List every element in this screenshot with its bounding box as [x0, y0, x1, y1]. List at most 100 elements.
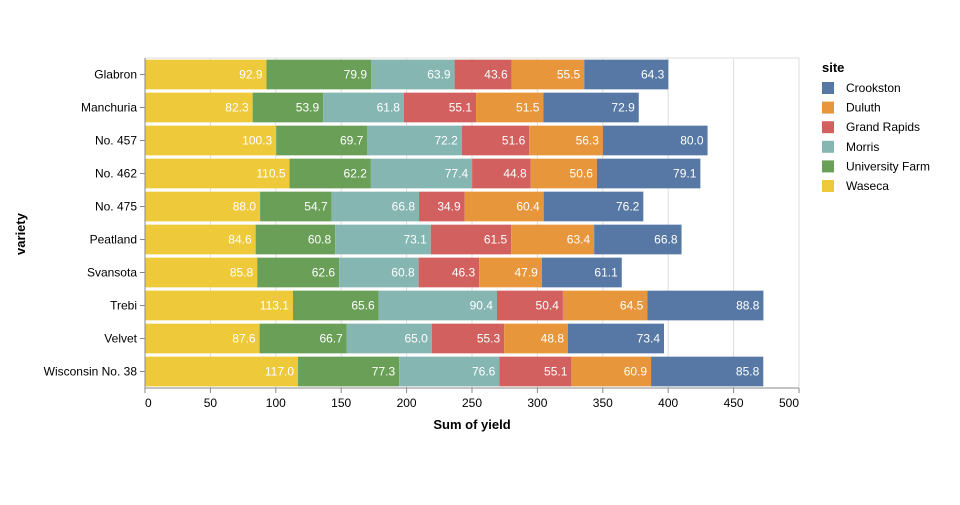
- bar-value-label: 76.2: [616, 200, 640, 214]
- bar-segment: [331, 191, 420, 222]
- y-tick-label: No. 475: [95, 200, 137, 214]
- x-tick-label: 350: [593, 396, 613, 410]
- bar-value-label: 113.1: [260, 299, 289, 313]
- legend-label: Waseca: [846, 179, 889, 193]
- bar-segment: [430, 224, 512, 255]
- bar-value-label: 66.8: [392, 200, 416, 214]
- bar-value-label: 55.1: [544, 365, 568, 379]
- x-tick-label: 300: [527, 396, 547, 410]
- bar-segment: [145, 191, 261, 222]
- bar-segment: [145, 290, 293, 321]
- bar-value-label: 60.4: [516, 200, 540, 214]
- x-tick-label: 100: [266, 396, 286, 410]
- bar-segment: [418, 257, 480, 288]
- bar-value-label: 61.8: [377, 101, 401, 115]
- y-tick-label: No. 462: [95, 167, 137, 181]
- bar-value-label: 110.5: [256, 167, 285, 181]
- bar-segment: [403, 92, 477, 123]
- bar-segment: [335, 224, 431, 255]
- bar-segment: [145, 323, 260, 354]
- bar-value-label: 88.8: [736, 299, 760, 313]
- x-tick-label: 450: [724, 396, 744, 410]
- legend-swatch: [822, 180, 834, 192]
- bar-segment: [266, 59, 372, 90]
- bar-value-label: 60.8: [308, 233, 332, 247]
- legend-swatch: [822, 140, 834, 153]
- bar-value-label: 50.6: [570, 167, 594, 181]
- y-tick-label: Svansota: [87, 266, 137, 280]
- bar-value-label: 80.0: [680, 134, 704, 148]
- bar-segment: [289, 158, 371, 189]
- legend-label: Morris: [846, 140, 879, 154]
- bar-segment: [584, 59, 669, 90]
- bar-segment: [594, 224, 682, 255]
- bar-segment: [323, 92, 404, 123]
- bar-value-label: 65.6: [351, 299, 375, 313]
- bar-segment: [476, 92, 544, 123]
- axes: Glabron Manchuria No. 457 No. 462 No. 475 Pea…: [44, 58, 800, 410]
- bar-segment: [145, 125, 277, 156]
- bar-value-label: 60.8: [391, 266, 415, 280]
- bar-value-label: 76.6: [472, 365, 496, 379]
- bar-segment: [371, 59, 455, 90]
- bar-value-label: 73.4: [637, 332, 661, 346]
- bar-value-label: 66.7: [319, 332, 343, 346]
- bar-value-label: 60.9: [624, 365, 648, 379]
- bar-segment: [596, 158, 701, 189]
- bar-value-label: 85.8: [230, 266, 254, 280]
- bar-value-label: 50.4: [536, 299, 560, 313]
- bar-segment: [145, 59, 267, 90]
- y-tick-label: Trebi: [110, 299, 137, 313]
- bar-value-label: 90.4: [470, 299, 494, 313]
- bar-segment: [529, 125, 603, 156]
- x-tick-label: 200: [397, 396, 417, 410]
- y-tick-label: Glabron: [94, 68, 137, 82]
- bar-value-label: 79.9: [344, 68, 368, 82]
- bar-value-label: 77.3: [372, 365, 396, 379]
- y-axis-title: variety: [13, 212, 28, 255]
- bar-segment: [378, 290, 497, 321]
- bar-value-label: 77.4: [445, 167, 469, 181]
- bar-segment: [419, 191, 465, 222]
- bar-value-label: 56.3: [576, 134, 600, 148]
- x-tick-label: 500: [779, 396, 799, 410]
- bar-value-label: 62.6: [312, 266, 336, 280]
- bar-segment: [464, 191, 544, 222]
- bar-segment: [431, 323, 505, 354]
- bar-segment: [257, 257, 340, 288]
- bar-segment: [511, 224, 595, 255]
- bar-value-label: 43.6: [484, 68, 508, 82]
- bar-segment: [504, 323, 569, 354]
- bar-segment: [145, 158, 290, 189]
- bar-value-label: 54.7: [304, 200, 328, 214]
- legend-swatch: [822, 82, 834, 94]
- bar-segment: [367, 125, 462, 156]
- bar-segment: [276, 125, 368, 156]
- bar-segment: [399, 356, 500, 387]
- bar-segment: [145, 257, 258, 288]
- bar-segment: [259, 323, 347, 354]
- bar-value-label: 53.9: [296, 101, 320, 115]
- bar-segment: [255, 224, 336, 255]
- legend-label: Crookston: [846, 81, 901, 95]
- bar-segment: [298, 356, 400, 387]
- bar-value-label: 46.3: [452, 266, 476, 280]
- bar-segment: [145, 224, 256, 255]
- bar-segment: [145, 356, 299, 387]
- bar-value-label: 65.0: [404, 332, 428, 346]
- bar-value-label: 61.5: [484, 233, 508, 247]
- bar-value-label: 47.9: [514, 266, 538, 280]
- bar-value-label: 64.3: [641, 68, 665, 82]
- x-tick-label: 0: [145, 396, 152, 410]
- y-tick-label: Wisconsin No. 38: [44, 365, 138, 379]
- x-tick-label: 250: [462, 396, 482, 410]
- bar-value-label: 73.1: [403, 233, 427, 247]
- bar-segment: [543, 92, 639, 123]
- bar-segment: [472, 158, 531, 189]
- bar-value-label: 85.8: [736, 365, 760, 379]
- bar-value-label: 69.7: [340, 134, 364, 148]
- bar-value-label: 117.0: [265, 365, 294, 379]
- bar-segment: [454, 59, 512, 90]
- bar-segment: [479, 257, 542, 288]
